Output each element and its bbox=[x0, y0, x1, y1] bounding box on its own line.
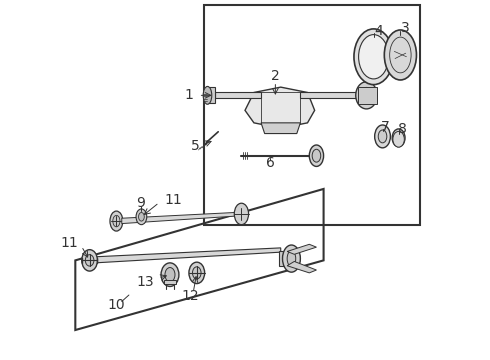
Ellipse shape bbox=[378, 130, 387, 143]
Ellipse shape bbox=[312, 149, 321, 162]
Ellipse shape bbox=[356, 82, 377, 109]
Polygon shape bbox=[358, 87, 377, 104]
Ellipse shape bbox=[375, 125, 391, 148]
Text: 2: 2 bbox=[271, 69, 280, 84]
Text: 11: 11 bbox=[165, 193, 182, 207]
Ellipse shape bbox=[309, 145, 323, 166]
Ellipse shape bbox=[165, 267, 175, 282]
Ellipse shape bbox=[360, 87, 373, 103]
Text: 5: 5 bbox=[191, 139, 199, 153]
Text: 13: 13 bbox=[136, 275, 154, 289]
Ellipse shape bbox=[234, 203, 248, 225]
Ellipse shape bbox=[359, 35, 389, 79]
Ellipse shape bbox=[136, 209, 147, 225]
Polygon shape bbox=[207, 87, 215, 103]
Ellipse shape bbox=[82, 249, 98, 271]
Ellipse shape bbox=[384, 30, 416, 80]
Polygon shape bbox=[287, 244, 317, 254]
Ellipse shape bbox=[189, 262, 205, 284]
Text: 7: 7 bbox=[381, 120, 390, 134]
Text: 1: 1 bbox=[184, 88, 193, 102]
Ellipse shape bbox=[283, 245, 300, 272]
Text: 9: 9 bbox=[136, 196, 145, 210]
Text: 12: 12 bbox=[182, 289, 199, 303]
Ellipse shape bbox=[392, 129, 405, 147]
Text: 8: 8 bbox=[398, 122, 407, 136]
Polygon shape bbox=[95, 248, 281, 263]
Polygon shape bbox=[122, 212, 242, 224]
Text: 11: 11 bbox=[60, 235, 78, 249]
Ellipse shape bbox=[193, 267, 201, 279]
Polygon shape bbox=[279, 251, 286, 266]
Ellipse shape bbox=[113, 215, 120, 227]
Ellipse shape bbox=[110, 211, 123, 231]
Polygon shape bbox=[245, 87, 315, 128]
Ellipse shape bbox=[161, 263, 179, 287]
Text: 3: 3 bbox=[401, 21, 410, 35]
Ellipse shape bbox=[203, 86, 212, 104]
Bar bbox=[204, 5, 420, 225]
Text: 4: 4 bbox=[374, 24, 383, 38]
Ellipse shape bbox=[287, 251, 296, 266]
Ellipse shape bbox=[354, 29, 393, 85]
Polygon shape bbox=[215, 93, 261, 98]
Polygon shape bbox=[287, 261, 317, 273]
Ellipse shape bbox=[393, 131, 404, 147]
Polygon shape bbox=[300, 93, 358, 98]
Polygon shape bbox=[261, 123, 300, 134]
Ellipse shape bbox=[85, 255, 94, 266]
Text: 6: 6 bbox=[266, 156, 274, 170]
Polygon shape bbox=[164, 280, 176, 284]
Text: 10: 10 bbox=[108, 298, 125, 312]
Ellipse shape bbox=[139, 212, 144, 221]
